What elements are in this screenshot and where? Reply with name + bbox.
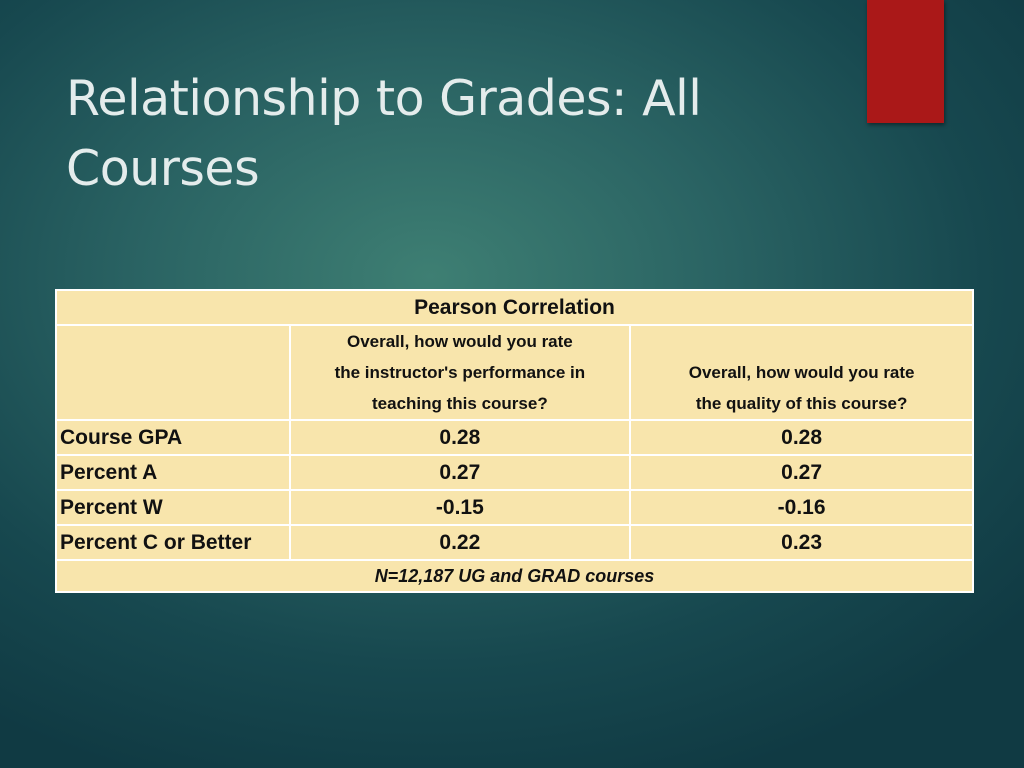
empty-header-cell xyxy=(55,324,291,421)
table-cell: -0.15 xyxy=(288,489,632,526)
correlation-table: Pearson Correlation Overall, how would y… xyxy=(55,289,974,593)
table-cell: 0.28 xyxy=(288,419,632,456)
row-label: Percent C or Better xyxy=(55,524,291,561)
table-title: Pearson Correlation xyxy=(55,289,974,326)
table-cell: -0.16 xyxy=(629,489,974,526)
slide-title: Relationship to Grades: All Courses xyxy=(66,70,702,197)
table-footnote: N=12,187 UG and GRAD courses xyxy=(55,559,974,593)
row-label: Course GPA xyxy=(55,419,291,456)
table-cell: 0.22 xyxy=(288,524,632,561)
question-header-cell: Overall, how would you rate the quality … xyxy=(629,324,974,421)
question-header-course-quality: Overall, how would you rate the quality … xyxy=(688,363,915,413)
question-header-instructor: Overall, how would you rate the instruct… xyxy=(334,332,586,413)
row-label: Percent W xyxy=(55,489,291,526)
table-cell: 0.27 xyxy=(629,454,974,491)
table-cell: 0.28 xyxy=(629,419,974,456)
row-label: Percent A xyxy=(55,454,291,491)
question-header-row: Overall, how would you rate the instruct… xyxy=(55,324,974,421)
question-header-cell: Overall, how would you rate the instruct… xyxy=(288,324,632,421)
table-cell: 0.27 xyxy=(288,454,632,491)
table-row: Percent A 0.27 0.27 xyxy=(55,454,974,491)
table-row: Percent W -0.15 -0.16 xyxy=(55,489,974,526)
table-row: Course GPA 0.28 0.28 xyxy=(55,419,974,456)
footnote-row: N=12,187 UG and GRAD courses xyxy=(55,559,974,593)
table-cell: 0.23 xyxy=(629,524,974,561)
table-title-row: Pearson Correlation xyxy=(55,289,974,326)
accent-bar xyxy=(867,0,944,123)
table-row: Percent C or Better 0.22 0.23 xyxy=(55,524,974,561)
